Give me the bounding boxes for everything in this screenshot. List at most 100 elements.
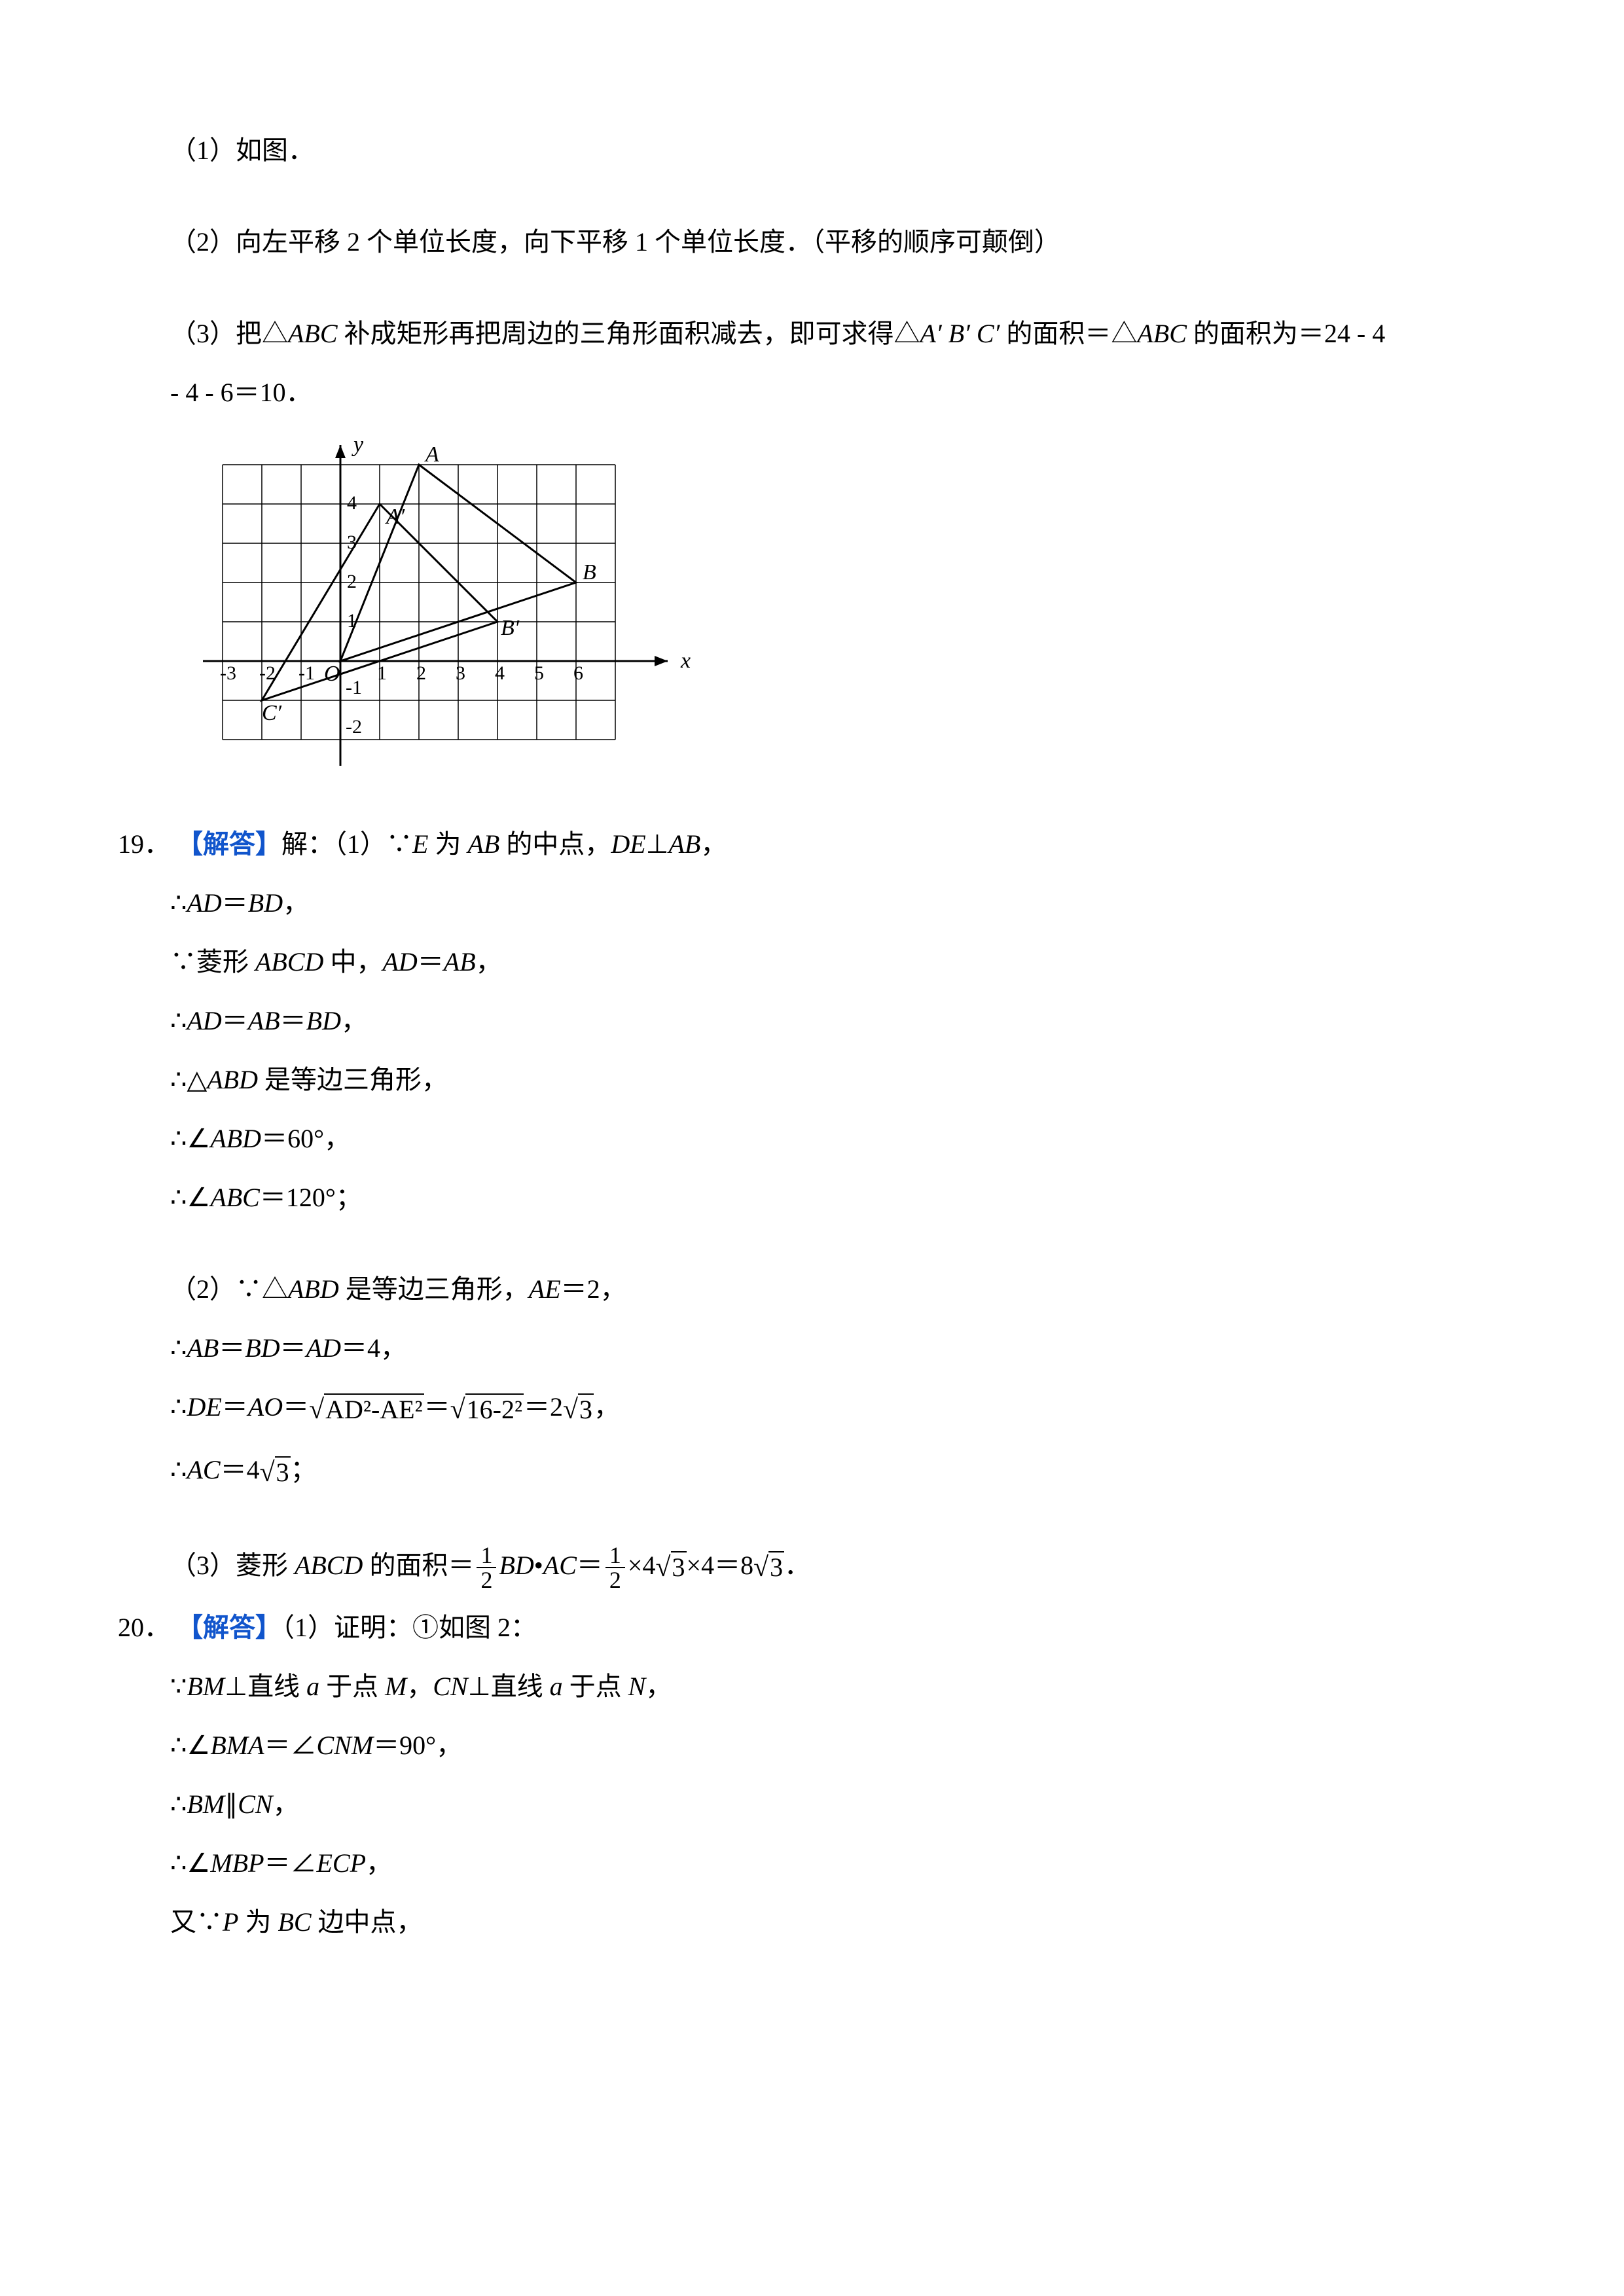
t: AB (467, 829, 499, 859)
denominator: 2 (605, 1568, 625, 1592)
t: ， (594, 1392, 620, 1422)
svg-text:B′: B′ (501, 616, 520, 640)
t: ＝ (577, 1551, 603, 1580)
t: ， (283, 888, 309, 918)
t: ABD (210, 1124, 261, 1153)
q20-head: 20．【解答】（1）证明：①如图 2： (118, 1602, 1506, 1654)
t: ⊥ (646, 829, 669, 859)
q20-l3: ∴∠BMA＝∠CNM＝90°， (118, 1719, 1506, 1772)
t: ∴∠ (170, 1731, 210, 1760)
q19-l11: ∴AC＝4√3； (118, 1444, 1506, 1500)
t: CN (238, 1789, 272, 1819)
q19-num: 19． (118, 818, 177, 870)
t: ， (700, 829, 727, 859)
t: ＝ (280, 1333, 306, 1363)
t: BMA (210, 1731, 264, 1760)
q19-l4: ∴AD＝AB＝BD， (118, 995, 1506, 1047)
t: AC (187, 1455, 220, 1484)
svg-text:x: x (680, 649, 691, 673)
t: （2）∵△ (170, 1274, 288, 1304)
q19-l3: ∵菱形 ABCD 中，AD＝AB， (118, 936, 1506, 988)
t: 的面积为＝24 - 4 (1187, 319, 1385, 348)
t: a (550, 1672, 563, 1701)
t: 边中点， (312, 1907, 423, 1937)
t: CNM (317, 1731, 374, 1760)
t: ＝ (424, 1392, 450, 1422)
q19-l6: ∴∠ABD＝60°， (118, 1113, 1506, 1165)
q20-l5: ∴∠MBP＝∠ECP， (118, 1837, 1506, 1890)
t: BC (278, 1907, 311, 1937)
t: BM (187, 1789, 225, 1819)
t: ∥ (225, 1789, 238, 1819)
t: ＝60°， (261, 1124, 350, 1153)
t: （1）证明：①如图 2： (281, 1613, 537, 1642)
t: AD (187, 888, 221, 918)
t: ABCD (255, 947, 323, 977)
answer-label: 【解答】 (177, 1613, 281, 1642)
svg-text:-3: -3 (220, 662, 236, 684)
fraction: 12 (605, 1543, 625, 1592)
grid-figure: A A′ B B′ C′ O x y 4 3 2 1 -1 -2 (170, 432, 1506, 798)
svg-text:A: A (424, 442, 439, 467)
q19-l12: （3）菱形 ABCD 的面积＝12BD•AC＝12×4√3×4＝8√3． (118, 1539, 1506, 1596)
t: ∴△ (170, 1065, 207, 1094)
t: ABD (288, 1274, 339, 1304)
sqrt: √3 (655, 1540, 686, 1595)
t: 于点 (563, 1672, 628, 1701)
t: AD (306, 1333, 341, 1363)
t: ， (273, 1789, 299, 1819)
t: ＝ (418, 947, 444, 977)
q19-l2: ∴AD＝BD， (118, 877, 1506, 929)
radicand: 3 (578, 1393, 594, 1424)
t: BD (306, 1006, 341, 1035)
svg-text:4: 4 (347, 492, 357, 514)
q19-l5: ∴△ABD 是等边三角形， (118, 1054, 1506, 1106)
t: ∵ (170, 1672, 187, 1701)
t: ∴ (170, 1333, 187, 1363)
svg-text:3: 3 (347, 531, 357, 553)
numerator: 1 (477, 1543, 496, 1568)
t: AC (543, 1551, 577, 1580)
t: ＝4， (341, 1333, 406, 1363)
t: ∴∠ (170, 1848, 210, 1878)
svg-text:-2: -2 (346, 716, 362, 738)
p1-line1: （1）如图． (118, 124, 1506, 177)
t: ； (291, 1455, 317, 1484)
t: ∵菱形 (170, 947, 255, 977)
t: ECP (317, 1848, 367, 1878)
t: BD (245, 1333, 280, 1363)
p1-line3: （3）把△ABC 补成矩形再把周边的三角形面积减去，即可求得△A′ B′ C′ … (118, 308, 1506, 360)
t: AE (529, 1274, 561, 1304)
t: 为 (238, 1907, 278, 1937)
sqrt: √16-2² (450, 1382, 524, 1437)
t: （3）菱形 (170, 1551, 295, 1580)
t: 的中点， (499, 829, 611, 859)
svg-text:O: O (324, 662, 340, 686)
sqrt: √3 (563, 1382, 594, 1437)
t: ABC (1137, 319, 1187, 348)
t: 是等边三角形， (339, 1274, 529, 1304)
t: ∴∠ (170, 1124, 210, 1153)
t: BD (248, 888, 283, 918)
fraction: 12 (477, 1543, 496, 1592)
radicand: 3 (768, 1551, 784, 1582)
t: （3）把△ (170, 319, 288, 348)
svg-text:6: 6 (573, 662, 583, 684)
t: ＝ (222, 888, 248, 918)
q19-l7: ∴∠ABC＝120°； (118, 1172, 1506, 1224)
t: AO (248, 1392, 283, 1422)
q20-l6: 又∵P 为 BC 边中点， (118, 1896, 1506, 1948)
t: AB (668, 829, 700, 859)
t: ， (366, 1848, 392, 1878)
svg-text:-1: -1 (298, 662, 315, 684)
t: ∴ (170, 1006, 187, 1035)
t: A′ B′ C′ (920, 319, 1000, 348)
t: AD (382, 947, 417, 977)
svg-text:3: 3 (456, 662, 465, 684)
svg-text:4: 4 (495, 662, 505, 684)
p1-line4: - 4 - 6＝10． (118, 367, 1506, 419)
t: AB (187, 1333, 219, 1363)
t: ＝90°， (373, 1731, 462, 1760)
t: 解：（1）∵ (281, 829, 412, 859)
svg-text:5: 5 (534, 662, 544, 684)
